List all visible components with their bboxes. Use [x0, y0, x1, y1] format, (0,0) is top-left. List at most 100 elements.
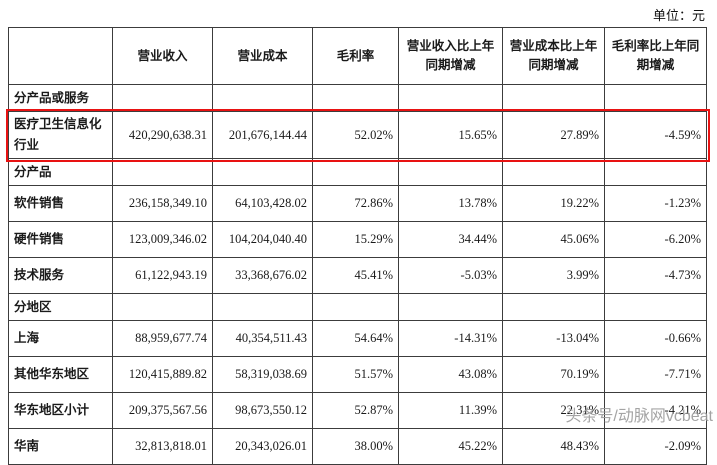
row-label: 分地区	[8, 293, 113, 321]
cell-value	[312, 293, 399, 321]
cell-value: 19.22%	[502, 185, 605, 222]
row-label: 硬件销售	[8, 221, 113, 258]
cell-value: -14.31%	[398, 320, 503, 357]
cell-value: 64,103,428.02	[212, 185, 313, 222]
cell-value: 120,415,889.82	[112, 356, 213, 393]
cell-value	[312, 84, 399, 112]
cell-value: 20,343,026.01	[212, 428, 313, 465]
row-label: 分产品	[8, 158, 113, 186]
column-header: 毛利率比上年同期增减	[604, 27, 707, 85]
section-row: 分地区	[8, 293, 707, 321]
column-header: 营业收入	[112, 27, 213, 85]
table-row: 技术服务 61,122,943.19 33,368,676.02 45.41% -5.0…	[8, 257, 707, 294]
table-row: 华东地区小计 209,375,567.56 98,673,550.12 52.87% 1…	[8, 392, 707, 429]
cell-value: 52.87%	[312, 392, 399, 429]
cell-value: 34.44%	[398, 221, 503, 258]
row-label: 软件销售	[8, 185, 113, 222]
highlighted-table-row: 医疗卫生信息化行业 420,290,638.31 201,676,144.44 52.…	[5, 108, 710, 162]
cell-value: 61,122,943.19	[112, 257, 213, 294]
cell-value: -4.21%	[604, 392, 707, 429]
column-header: 营业收入比上年同期增减	[398, 27, 503, 85]
cell-value: -13.04%	[502, 320, 605, 357]
cell-value	[112, 158, 213, 186]
section-row: 分产品	[8, 158, 707, 186]
cell-value: 13.78%	[398, 185, 503, 222]
cell-value: -0.66%	[604, 320, 707, 357]
table-row: 软件销售 236,158,349.10 64,103,428.02 72.86% 13.…	[8, 185, 707, 222]
row-label: 分产品或服务	[8, 84, 113, 112]
cell-value: 209,375,567.56	[112, 392, 213, 429]
cell-value	[212, 84, 313, 112]
cell-value: 11.39%	[398, 392, 503, 429]
row-label: 医疗卫生信息化行业	[8, 111, 113, 159]
cell-value	[112, 293, 213, 321]
cell-value: 33,368,676.02	[212, 257, 313, 294]
cell-value: 54.64%	[312, 320, 399, 357]
cell-value: 43.08%	[398, 356, 503, 393]
cell-value	[398, 84, 503, 112]
cell-value: 72.86%	[312, 185, 399, 222]
cell-value	[502, 84, 605, 112]
cell-value: 27.89%	[502, 111, 605, 159]
row-label: 上海	[8, 320, 113, 357]
cell-value	[398, 158, 503, 186]
cell-value: 51.57%	[312, 356, 399, 393]
cell-value: -4.59%	[604, 111, 707, 159]
cell-value: 45.06%	[502, 221, 605, 258]
cell-value: 123,009,346.02	[112, 221, 213, 258]
cell-value	[212, 293, 313, 321]
cell-value: 40,354,511.43	[212, 320, 313, 357]
cell-value: -1.23%	[604, 185, 707, 222]
column-header: 毛利率	[312, 27, 399, 85]
cell-value: 236,158,349.10	[112, 185, 213, 222]
cell-value: 58,319,038.69	[212, 356, 313, 393]
cell-value: 201,676,144.44	[212, 111, 313, 159]
cell-value: 88,959,677.74	[112, 320, 213, 357]
cell-value: 104,204,040.40	[212, 221, 313, 258]
cell-value: -6.20%	[604, 221, 707, 258]
cell-value: 45.41%	[312, 257, 399, 294]
cell-value: 98,673,550.12	[212, 392, 313, 429]
cell-value: -2.09%	[604, 428, 707, 465]
unit-label: 单位：元	[652, 8, 705, 23]
cell-value	[502, 158, 605, 186]
cell-value	[604, 84, 707, 112]
cell-value: 48.43%	[502, 428, 605, 465]
table-row: 其他华东地区 120,415,889.82 58,319,038.69 51.57% 4…	[8, 356, 707, 393]
table-row: 硬件销售 123,009,346.02 104,204,040.40 15.29% 34…	[8, 221, 707, 258]
cell-value: 15.65%	[398, 111, 503, 159]
cell-value: 52.02%	[312, 111, 399, 159]
corner-header-cell	[8, 27, 113, 85]
row-label: 华南	[8, 428, 113, 465]
row-label: 技术服务	[8, 257, 113, 294]
row-label: 华东地区小计	[8, 392, 113, 429]
cell-value: 22.31%	[502, 392, 605, 429]
cell-value: 15.29%	[312, 221, 399, 258]
cell-value	[604, 293, 707, 321]
cell-value	[502, 293, 605, 321]
header-row: 营业收入 营业成本 毛利率 营业收入比上年同期增减 营业成本比上年同期增减 毛利率比上年同…	[8, 27, 707, 85]
cell-value: 70.19%	[502, 356, 605, 393]
cell-value	[112, 84, 213, 112]
cell-value: 420,290,638.31	[112, 111, 213, 159]
cell-value	[604, 158, 707, 186]
watermark: 头条号/动脉网vcbeat	[565, 408, 713, 425]
financial-table: 营业收入 营业成本 毛利率 营业收入比上年同期增减 营业成本比上年同期增减 毛利率比上年同…	[5, 27, 710, 465]
table-row: 上海 88,959,677.74 40,354,511.43 54.64% -14.31…	[8, 320, 707, 357]
cell-value	[398, 293, 503, 321]
cell-value	[312, 158, 399, 186]
section-row: 分产品或服务	[8, 84, 707, 112]
row-label: 其他华东地区	[8, 356, 113, 393]
table-row: 华南 32,813,818.01 20,343,026.01 38.00% 45.22%…	[8, 428, 707, 465]
cell-value: 38.00%	[312, 428, 399, 465]
page: { "unit_label": "单位：元", "watermark": "头条…	[5, 8, 713, 465]
column-header: 营业成本比上年同期增减	[502, 27, 605, 85]
cell-value: -4.73%	[604, 257, 707, 294]
cell-value: 45.22%	[398, 428, 503, 465]
column-header: 营业成本	[212, 27, 313, 85]
cell-value: 32,813,818.01	[112, 428, 213, 465]
cell-value: -5.03%	[398, 257, 503, 294]
cell-value: 3.99%	[502, 257, 605, 294]
cell-value	[212, 158, 313, 186]
cell-value: -7.71%	[604, 356, 707, 393]
